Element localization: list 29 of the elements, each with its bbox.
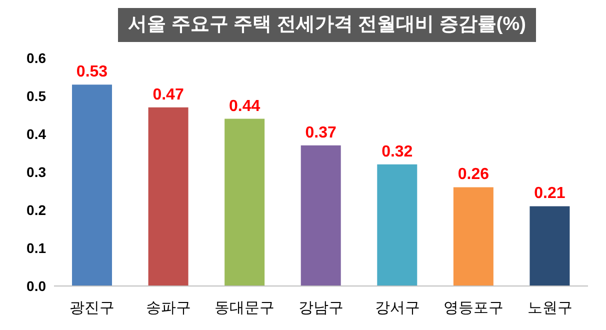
data-label: 0.21 (534, 185, 566, 202)
y-tick-label: 0.1 (26, 240, 46, 256)
chart-title: 서울 주요구 주택 전세가격 전월대비 증감률(%) (118, 8, 536, 42)
data-label: 0.32 (382, 143, 413, 160)
y-tick-label: 0.0 (26, 278, 46, 294)
bar (453, 187, 494, 286)
x-tick-label: 강남구 (298, 300, 344, 317)
x-tick-label: 송파구 (146, 300, 191, 317)
x-tick-label: 동대문구 (214, 300, 275, 317)
data-label: 0.47 (152, 86, 184, 104)
bar (377, 164, 418, 286)
bar (530, 206, 570, 286)
data-label: 0.53 (76, 64, 108, 81)
data-label: 0.26 (458, 166, 490, 184)
data-label: 0.44 (229, 98, 260, 115)
data-label: 0.37 (305, 124, 337, 142)
y-tick-label: 0.2 (26, 202, 46, 218)
bar (224, 118, 265, 286)
bar (300, 145, 341, 286)
x-tick-label: 강서구 (374, 300, 420, 317)
y-tick-label: 0.5 (26, 88, 46, 104)
y-tick-label: 0.6 (26, 50, 46, 66)
bar (148, 107, 188, 286)
y-tick-label: 0.3 (26, 164, 46, 180)
x-tick-label: 노원구 (527, 300, 572, 317)
x-tick-label: 영등포구 (444, 300, 504, 317)
x-tick-label: 광진구 (70, 300, 115, 317)
y-tick-label: 0.4 (26, 126, 46, 142)
bar (72, 84, 112, 286)
